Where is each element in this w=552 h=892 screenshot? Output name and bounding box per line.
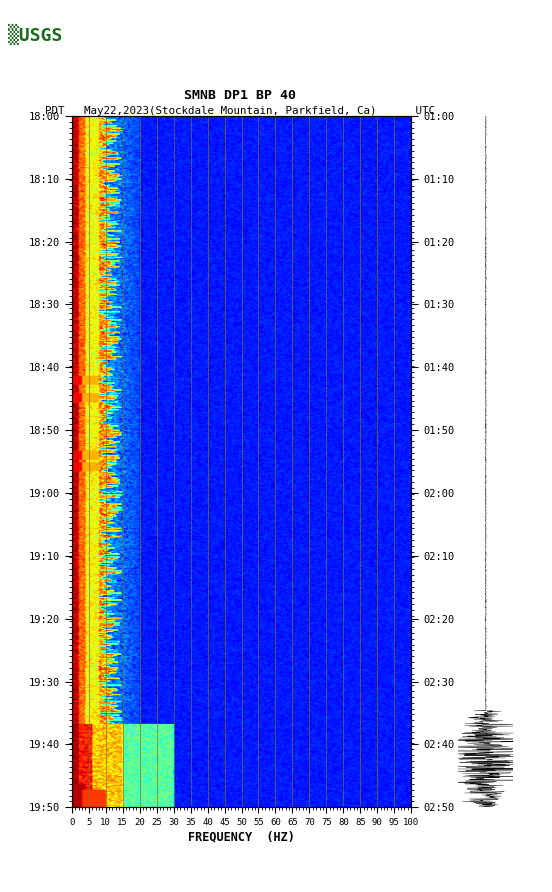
X-axis label: FREQUENCY  (HZ): FREQUENCY (HZ) [188,830,295,844]
Text: ▒USGS: ▒USGS [8,23,63,45]
Text: SMNB DP1 BP 40: SMNB DP1 BP 40 [184,89,296,102]
Text: PDT   May22,2023(Stockdale Mountain, Parkfield, Ca)      UTC: PDT May22,2023(Stockdale Mountain, Parkf… [45,106,435,117]
